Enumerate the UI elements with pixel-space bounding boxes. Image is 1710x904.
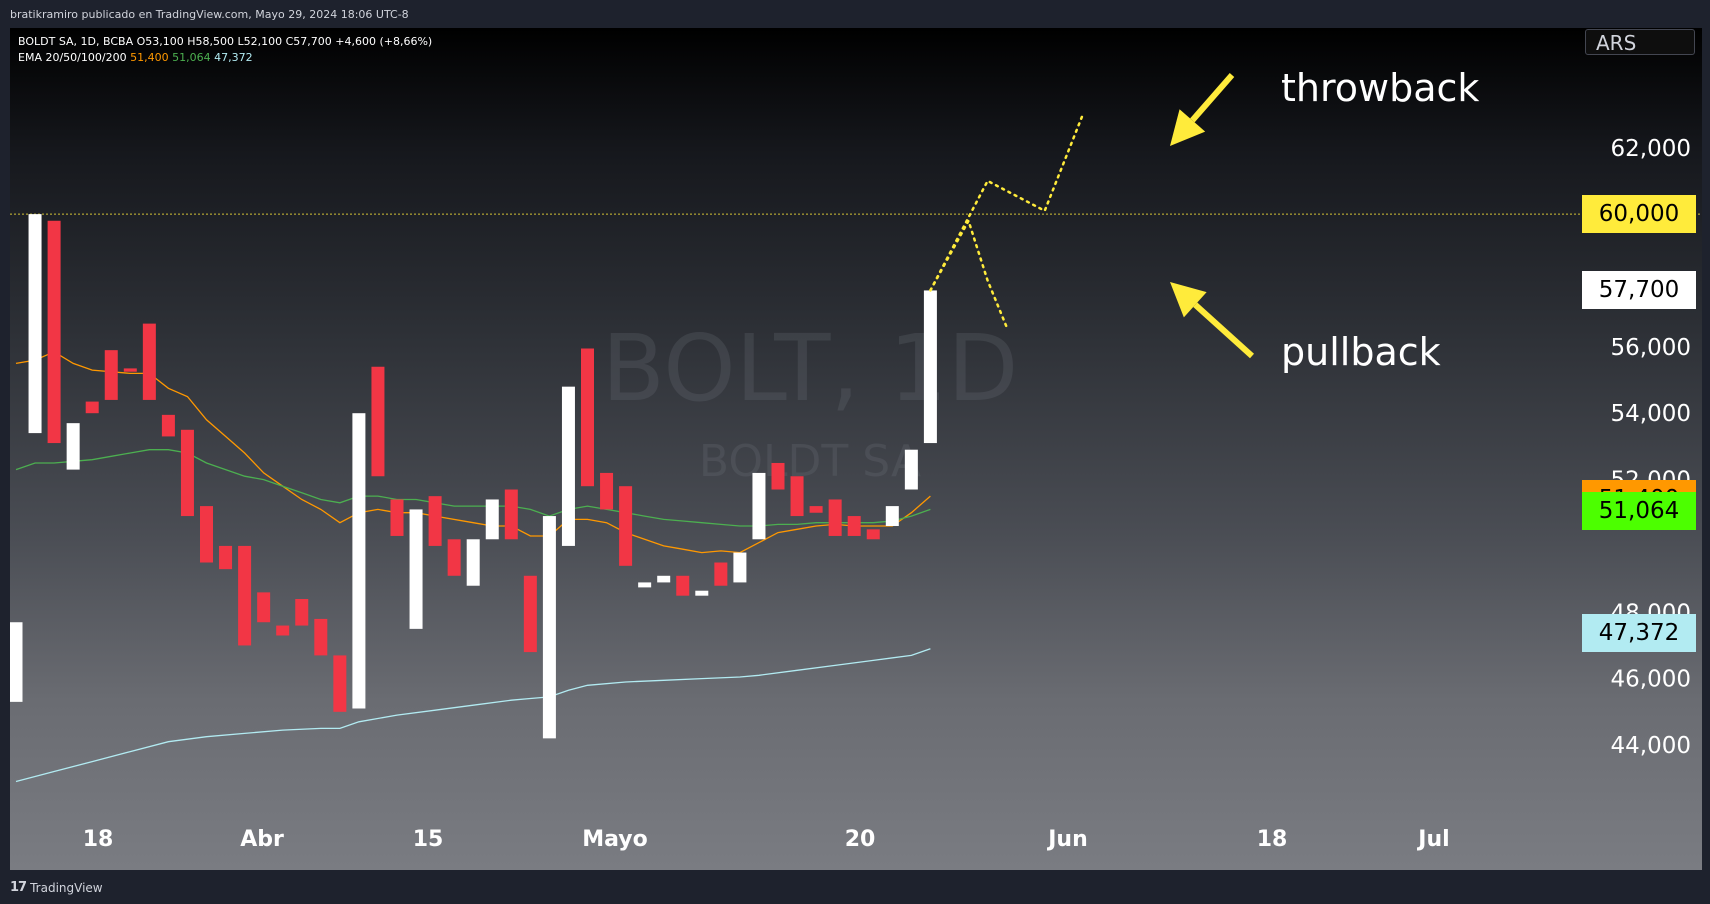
candle-13 [257, 592, 271, 623]
pullback-arrow-head [1170, 282, 1207, 318]
candle-40 [771, 462, 785, 490]
throwback-arrow-shaft [1190, 73, 1235, 123]
currency-selector[interactable]: ARS [1585, 29, 1695, 55]
candle-10 [200, 506, 213, 563]
candle-3 [66, 423, 80, 470]
candle-29 [561, 386, 575, 546]
ema100-value: 47,372 [214, 51, 253, 64]
candle-48 [923, 290, 937, 444]
candle-42 [809, 506, 823, 513]
candle-33 [638, 582, 652, 588]
x-tick-label: 18 [1257, 827, 1288, 852]
candle-31 [600, 472, 614, 510]
candle-36 [695, 590, 709, 596]
candle-7 [142, 323, 156, 400]
y-tick-label: 46,000 [1611, 667, 1691, 693]
price-label: 51,064 [1582, 491, 1696, 530]
candle-4 [85, 401, 99, 414]
candle-17 [333, 655, 347, 712]
candle-6 [123, 368, 137, 372]
price-label: 60,000 [1582, 195, 1696, 234]
x-tick-label: Abr [240, 827, 284, 852]
projection-path-0 [929, 217, 1008, 329]
pullback-label: pullback [1281, 330, 1441, 374]
candle-22 [428, 496, 442, 546]
candle-5 [104, 350, 118, 400]
x-tick-label: Jul [1416, 827, 1449, 852]
projection-path-1 [929, 113, 1085, 292]
candle-2 [47, 220, 61, 444]
candle-35 [676, 575, 690, 596]
candle-38 [733, 552, 747, 583]
y-tick-label: 62,000 [1611, 136, 1691, 162]
watermark-name: BOLDT SA [699, 436, 921, 487]
candle-37 [714, 562, 728, 586]
candle-44 [847, 516, 861, 536]
candle-20 [390, 499, 404, 536]
ema50-value: 51,064 [172, 51, 211, 64]
y-tick-label: 44,000 [1611, 733, 1691, 759]
watermark-ticker: BOLT, 1D [602, 315, 1019, 422]
candle-9 [180, 429, 194, 517]
candle-30 [581, 348, 594, 487]
ema-label: EMA 20/50/100/200 [18, 51, 127, 64]
candle-43 [828, 499, 842, 536]
candle-26 [504, 489, 518, 540]
y-tick-label: 56,000 [1611, 335, 1691, 361]
chart-legend: BOLDT SA, 1D, BCBA O53,100 H58,500 L52,1… [18, 34, 432, 66]
tradingview-brand[interactable]: 17 TradingView [10, 880, 103, 895]
ema20-value: 51,400 [130, 51, 169, 64]
candle-18 [352, 413, 366, 709]
tradingview-logo-icon: 17 [10, 880, 27, 895]
brand-text: TradingView [30, 880, 103, 895]
candle-14 [276, 625, 290, 636]
throwback-label: throwback [1281, 66, 1480, 110]
candle-25 [485, 499, 499, 540]
x-tick-label: 20 [845, 827, 876, 852]
publisher-bar: bratikramiro publicado en TradingView.co… [0, 0, 1710, 28]
x-tick-label: 18 [83, 827, 114, 852]
footer-bar: 17 TradingView [0, 870, 1710, 904]
candle-19 [371, 366, 385, 477]
x-tick-label: Jun [1046, 827, 1088, 852]
ema-line: EMA 20/50/100/200 51,400 51,064 47,372 [18, 50, 432, 66]
publisher-text: bratikramiro publicado en TradingView.co… [10, 8, 409, 21]
candle-1 [28, 214, 42, 434]
candle-0 [10, 622, 23, 702]
candle-46 [885, 506, 899, 527]
candle-21 [409, 509, 423, 629]
throwback-arrow-head [1170, 109, 1206, 146]
pullback-arrow-shaft [1193, 302, 1255, 359]
ema-line-2 [15, 449, 931, 527]
candle-24 [466, 539, 480, 586]
candle-15 [295, 599, 309, 626]
candle-11 [219, 545, 233, 570]
x-tick-label: 15 [413, 827, 444, 852]
candle-34 [657, 575, 671, 583]
candle-32 [619, 486, 633, 566]
price-label: 47,372 [1582, 614, 1696, 653]
candle-8 [161, 414, 175, 437]
candle-47 [904, 449, 918, 490]
candle-27 [523, 575, 537, 653]
y-tick-label: 54,000 [1611, 401, 1691, 427]
x-tick-label: Mayo [582, 827, 648, 852]
candle-41 [790, 476, 804, 517]
candle-39 [752, 472, 766, 540]
candle-28 [542, 516, 556, 739]
price-label: 57,700 [1582, 271, 1696, 310]
candle-12 [238, 545, 252, 646]
symbol-line: BOLDT SA, 1D, BCBA O53,100 H58,500 L52,1… [18, 35, 433, 48]
candle-16 [314, 618, 328, 656]
ema-line-3 [15, 648, 931, 783]
candle-23 [447, 539, 461, 576]
candle-45 [866, 529, 880, 540]
